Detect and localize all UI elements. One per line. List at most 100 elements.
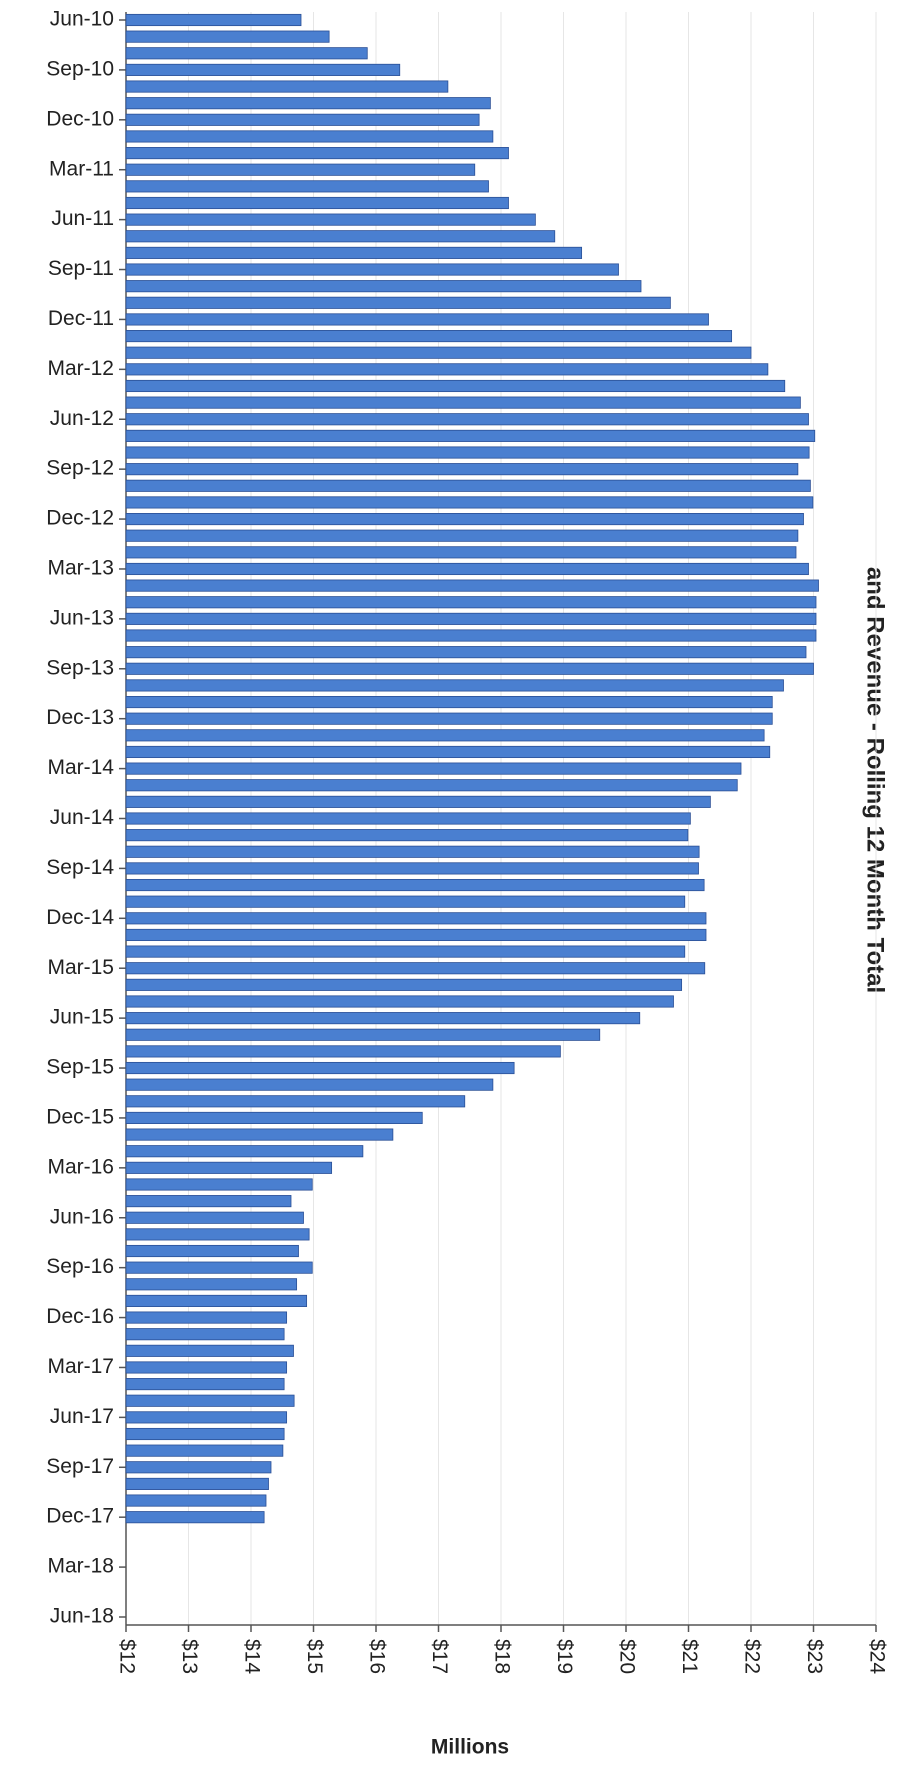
- y-tick-label: Dec-15: [46, 1105, 114, 1128]
- bar: [125, 413, 809, 426]
- y-tick-label: Mar-13: [47, 557, 114, 580]
- bar: [125, 646, 807, 659]
- bar: [125, 213, 536, 226]
- bar: [125, 280, 642, 293]
- y-tick-label: Mar-18: [47, 1555, 114, 1578]
- x-tick-label: $19: [553, 1639, 576, 1674]
- y-tick-label: Mar-11: [49, 157, 114, 180]
- y-tick-label: Dec-12: [46, 507, 114, 530]
- x-tick-label: $12: [115, 1639, 138, 1674]
- bar: [125, 97, 491, 110]
- bar: [125, 429, 816, 442]
- y-tick-label: Mar-16: [47, 1155, 114, 1178]
- y-tick-label: Dec-10: [46, 107, 114, 130]
- bar: [125, 1311, 288, 1324]
- bar: [125, 246, 583, 259]
- bar: [125, 13, 302, 27]
- bar: [125, 463, 799, 476]
- bar: [125, 47, 368, 60]
- y-tick-label: Dec-16: [46, 1305, 114, 1328]
- y-tick-label: Sep-14: [46, 856, 114, 879]
- bar: [125, 1394, 295, 1407]
- bar: [125, 163, 476, 176]
- bar: [125, 1494, 267, 1507]
- x-axis-title: Millions: [431, 1736, 509, 1759]
- bar: [125, 1511, 265, 1524]
- bar: [125, 1278, 298, 1291]
- y-tick-label: Dec-13: [46, 706, 114, 729]
- bar: [125, 479, 811, 492]
- bar: [125, 878, 705, 892]
- bar: [125, 745, 771, 759]
- bar: [125, 496, 814, 509]
- bar: [125, 928, 707, 942]
- bar: [125, 1344, 294, 1357]
- bar: [125, 1228, 310, 1241]
- bar: [125, 1411, 288, 1424]
- bar: [125, 1294, 308, 1307]
- bar: [125, 912, 707, 925]
- bar: [125, 196, 509, 210]
- bar: [125, 80, 449, 93]
- y-tick-label: Dec-11: [48, 307, 114, 330]
- bar: [125, 513, 804, 526]
- bar: [125, 1128, 394, 1141]
- bar: [125, 330, 733, 343]
- bar: [125, 180, 489, 193]
- bar: [125, 1244, 299, 1258]
- x-tick-label: $20: [615, 1639, 638, 1674]
- bar: [125, 812, 691, 825]
- y-tick-label: Sep-10: [46, 57, 114, 80]
- bar: [125, 1028, 601, 1041]
- x-tick-label: $16: [365, 1639, 388, 1674]
- y-tick-label: Jun-11: [51, 207, 114, 230]
- bar: [125, 346, 752, 359]
- bar: [125, 596, 817, 609]
- bar: [125, 546, 797, 559]
- bar: [125, 962, 706, 975]
- x-tick-label: $24: [865, 1639, 888, 1674]
- bar: [125, 945, 686, 958]
- bar: [125, 995, 674, 1008]
- bar: [125, 230, 556, 243]
- bar: [125, 263, 619, 276]
- bar: [125, 30, 330, 43]
- bar: [125, 862, 699, 875]
- bar: [125, 579, 819, 592]
- bar: [125, 1261, 313, 1274]
- y-tick-label: Mar-17: [47, 1355, 114, 1378]
- y-tick-label: Mar-14: [47, 756, 114, 779]
- y-tick-label: Jun-10: [50, 8, 114, 31]
- bar: [125, 612, 817, 625]
- y-tick-label: Sep-13: [46, 656, 114, 679]
- bar: [125, 1211, 304, 1224]
- y-tick-label: Jun-12: [50, 407, 114, 430]
- bar: [125, 1477, 269, 1490]
- bar: [125, 1078, 494, 1091]
- bar: [125, 1145, 364, 1158]
- bar: [125, 762, 742, 775]
- y-tick-label: Dec-14: [46, 906, 114, 929]
- bar: [125, 1111, 423, 1124]
- bar: [125, 130, 494, 143]
- y-tick-label: Sep-16: [46, 1255, 114, 1278]
- bar: [125, 978, 683, 991]
- bar: [125, 845, 700, 858]
- bar: [125, 1012, 641, 1025]
- bar: [125, 1095, 466, 1108]
- bar: [125, 662, 814, 675]
- y-tick-label: Mar-12: [47, 357, 114, 380]
- bar: [125, 729, 765, 742]
- bar: [125, 895, 686, 908]
- bar: [125, 712, 773, 725]
- bar: [125, 113, 480, 126]
- y-tick-label: Jun-15: [50, 1006, 114, 1029]
- bar: [125, 147, 509, 160]
- bar: [125, 396, 801, 409]
- y-tick-label: Sep-11: [48, 257, 114, 280]
- chart-title: and Revenue - Rolling 12 Month Total: [862, 567, 889, 993]
- y-tick-label: Jun-13: [50, 606, 114, 629]
- y-tick-label: Jun-18: [50, 1605, 114, 1628]
- bar: [125, 1378, 285, 1391]
